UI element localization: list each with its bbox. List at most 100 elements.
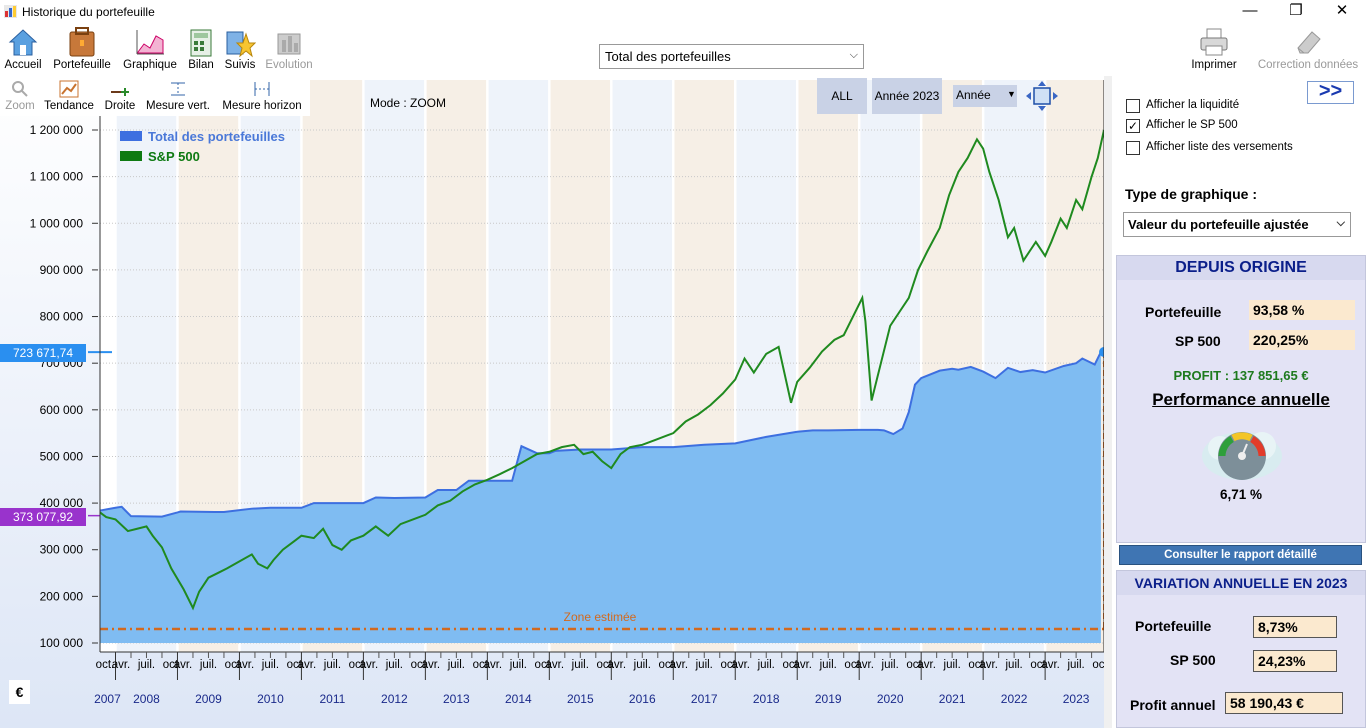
liquidite-checkbox[interactable] xyxy=(1126,99,1140,113)
correction-button[interactable]: Correction données xyxy=(1256,24,1360,76)
x-year-label: 2013 xyxy=(443,692,470,706)
y-tick-label: 100 000 xyxy=(40,636,84,650)
period-select[interactable]: Année xyxy=(953,85,1017,107)
mesure-horizon-label: Mesure horizon xyxy=(222,100,302,112)
period-dropdown-icon[interactable]: ▼ xyxy=(1007,89,1016,99)
x-month-label: juil. xyxy=(633,659,651,671)
portfolio-area xyxy=(100,351,1101,643)
x-year-label: 2017 xyxy=(691,692,718,706)
x-month-label: oct. xyxy=(720,659,739,671)
profit-annuel-value: 58 190,43 € xyxy=(1225,692,1343,714)
x-month-label: avr. xyxy=(360,659,379,671)
imprimer-button[interactable]: Imprimer xyxy=(1188,24,1240,76)
x-month-label: avr. xyxy=(112,659,131,671)
minimize-button[interactable]: — xyxy=(1242,2,1258,19)
mesure-vert-label: Mesure vert. xyxy=(146,100,210,112)
graphique-button[interactable]: Graphique xyxy=(120,24,180,76)
chevron-down-icon: ⌵ xyxy=(849,49,858,61)
sp500-checkbox-label: Afficher le SP 500 xyxy=(1146,119,1238,131)
bilan-label: Bilan xyxy=(188,59,214,71)
suivis-label: Suivis xyxy=(224,59,256,71)
annual-variation-header: VARIATION ANNUELLE EN 2023 xyxy=(1117,571,1365,595)
annual-sp-label: SP 500 xyxy=(1170,652,1216,668)
title-bar: Historique du portefeuille — ❐ ✕ xyxy=(0,0,1366,24)
sp500-checkbox[interactable]: ✓ xyxy=(1126,119,1140,133)
x-month-label: juil. xyxy=(137,659,155,671)
x-month-label: oct. xyxy=(535,659,554,671)
line-tool-icon xyxy=(111,88,129,96)
x-month-label: avr. xyxy=(608,659,627,671)
expand-button[interactable]: >> xyxy=(1307,81,1354,104)
mesure-horizon-tool[interactable]: Mesure horizon xyxy=(216,78,308,116)
mesure-vert-tool[interactable]: Mesure vert. xyxy=(144,78,212,116)
x-month-label: avr. xyxy=(793,659,812,671)
zoom-tool[interactable]: Zoom xyxy=(2,78,38,116)
splitter[interactable] xyxy=(1104,76,1112,728)
x-month-label: oct. xyxy=(349,659,368,671)
x-month-label: juil. xyxy=(757,659,775,671)
legend-label: S&P 500 xyxy=(148,149,200,164)
performance-value: 6,71 % xyxy=(1219,487,1263,502)
portefeuille-label: Portefeuille xyxy=(53,59,111,71)
chart-icon xyxy=(136,30,164,55)
estimated-zone-label: Zone estimée xyxy=(564,610,637,624)
range-year-button[interactable]: Année 2023 xyxy=(872,78,942,114)
evolution-button[interactable]: Evolution xyxy=(262,24,316,76)
x-month-label: oct. xyxy=(411,659,430,671)
y-tick-label: 800 000 xyxy=(40,310,84,324)
versements-checkbox-label: Afficher liste des versements xyxy=(1146,141,1293,153)
x-month-label: oct. xyxy=(782,659,801,671)
chevron-down-icon: ⌵ xyxy=(1336,217,1345,229)
portfolio-select[interactable]: Total des portefeuilles ⌵ xyxy=(599,44,864,69)
range-all-button[interactable]: ALL xyxy=(817,78,867,114)
x-month-label: juil. xyxy=(695,659,713,671)
chart-type-select[interactable]: Valeur du portefeuille ajustée ⌵ xyxy=(1123,212,1351,237)
legend-swatch xyxy=(120,131,142,141)
x-year-label: 2014 xyxy=(505,692,532,706)
close-button[interactable]: ✕ xyxy=(1335,2,1349,19)
x-month-label: juil. xyxy=(571,659,589,671)
chart-type-label: Type de graphique : xyxy=(1125,186,1257,202)
x-month-label: juil. xyxy=(1005,659,1023,671)
currency-badge: € xyxy=(9,680,30,704)
versements-checkbox[interactable] xyxy=(1126,141,1140,155)
period-select-value: Année xyxy=(956,88,991,102)
zoom-label: Zoom xyxy=(5,100,35,112)
x-year-label: 2012 xyxy=(381,692,408,706)
x-year-label: 2007 xyxy=(94,692,121,706)
x-year-label: 2010 xyxy=(257,692,284,706)
maximize-button[interactable]: ❐ xyxy=(1289,2,1303,19)
horizontal-measure-icon xyxy=(254,82,270,96)
magnifier-icon xyxy=(12,81,28,97)
x-month-label: juil. xyxy=(447,659,465,671)
x-month-label: avr. xyxy=(174,659,193,671)
bilan-button[interactable]: Bilan xyxy=(184,24,218,76)
x-month-label: avr. xyxy=(917,659,936,671)
x-month-label: oct. xyxy=(906,659,925,671)
eraser-icon xyxy=(1297,31,1321,54)
suivis-button[interactable]: Suivis xyxy=(222,24,258,76)
portefeuille-button[interactable]: Portefeuille xyxy=(50,24,114,76)
x-month-label: oct. xyxy=(597,659,616,671)
x-month-label: oct. xyxy=(473,659,492,671)
x-year-label: 2015 xyxy=(567,692,594,706)
home-icon xyxy=(8,29,38,56)
x-year-label: 2008 xyxy=(133,692,160,706)
star-icon xyxy=(226,31,256,58)
pan-arrows-icon[interactable] xyxy=(1024,80,1060,112)
consult-report-button[interactable]: Consulter le rapport détaillé xyxy=(1119,545,1362,565)
portfolio-chart[interactable]: Zone estimée 1 200 000 1 100 000 1 000 000… xyxy=(0,76,1110,728)
x-month-label: oct. xyxy=(844,659,863,671)
trend-icon xyxy=(59,80,79,98)
evolution-icon xyxy=(277,33,301,55)
origin-header: DEPUIS ORIGINE xyxy=(1117,256,1365,280)
tendance-tool[interactable]: Tendance xyxy=(42,78,96,116)
x-year-label: 2011 xyxy=(320,692,346,706)
droite-tool[interactable]: Droite xyxy=(100,78,140,116)
performance-title: Performance annuelle xyxy=(1152,390,1330,409)
origin-sp-value: 220,25% xyxy=(1249,330,1355,350)
accueil-button[interactable]: Accueil xyxy=(2,24,44,76)
briefcase-icon xyxy=(69,27,95,57)
origin-portefeuille-label: Portefeuille xyxy=(1145,304,1222,320)
app-icon xyxy=(4,5,17,18)
